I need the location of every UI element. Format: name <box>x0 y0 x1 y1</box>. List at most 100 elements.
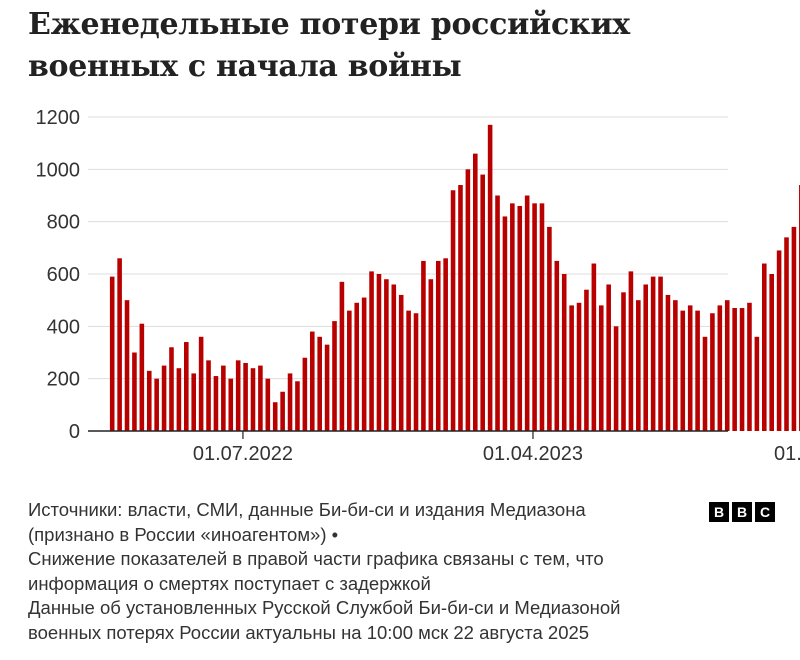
x-axis-ticks: 01.07.202201.04.202301.01.202401.10.2024… <box>193 431 800 465</box>
bar <box>710 313 715 431</box>
bar <box>665 294 671 431</box>
bar <box>628 271 634 431</box>
bar <box>524 195 530 431</box>
bar <box>680 310 686 431</box>
bar <box>413 313 419 431</box>
bar <box>265 378 271 431</box>
bar <box>309 331 315 431</box>
bar <box>636 300 641 431</box>
bar <box>650 276 656 431</box>
bar <box>658 276 663 431</box>
note-line-3: Данные об установленных Русской Службой … <box>28 597 621 619</box>
y-tick-label: 0 <box>69 421 80 443</box>
bar <box>109 276 115 431</box>
y-tick-label: 400 <box>47 316 80 338</box>
note-line-1: Снижение показателей в правой части граф… <box>28 548 604 570</box>
bar <box>776 250 782 431</box>
bar <box>376 274 382 431</box>
bar <box>621 292 626 431</box>
bar <box>154 378 159 431</box>
bar <box>235 360 241 431</box>
y-tick-label: 600 <box>47 264 80 286</box>
bar <box>643 284 649 431</box>
bar <box>547 226 552 431</box>
bar <box>258 365 263 431</box>
bar <box>702 336 708 431</box>
source-line-2: (признано в России «иноагентом») • <box>28 523 339 545</box>
note-line-2: информация о смертях поступает с задержк… <box>28 572 431 594</box>
bar <box>317 336 322 431</box>
bar <box>584 289 589 431</box>
bar <box>606 284 611 431</box>
bar <box>228 378 234 431</box>
bar <box>184 342 189 431</box>
bar <box>176 368 182 431</box>
bbc-logo-block: B <box>732 502 752 522</box>
bar <box>146 370 152 431</box>
bar <box>591 263 597 431</box>
bar <box>391 284 397 431</box>
note-line-4: военных потерях России актуальны на 10:0… <box>28 621 590 643</box>
bar <box>443 258 448 431</box>
bar <box>287 373 293 431</box>
bar <box>561 274 567 431</box>
bar <box>435 260 441 431</box>
bar <box>124 300 130 431</box>
bar <box>117 258 122 431</box>
bar <box>250 368 256 431</box>
bar <box>272 402 278 431</box>
bar <box>502 216 508 431</box>
bar <box>739 308 745 431</box>
bar <box>302 357 308 431</box>
bar <box>406 310 411 431</box>
bar <box>198 336 204 431</box>
bar <box>169 347 174 431</box>
bar <box>754 336 760 431</box>
bar <box>450 190 456 431</box>
x-tick-label: 01.04.2023 <box>483 443 583 465</box>
bar <box>495 195 500 431</box>
bar <box>784 237 789 431</box>
y-tick-label: 1200 <box>36 107 81 129</box>
bar <box>332 321 337 431</box>
bar <box>598 305 604 431</box>
x-tick-label: 01.07.2022 <box>193 443 293 465</box>
bbc-logo-block: B <box>709 502 729 522</box>
bar <box>532 203 537 431</box>
bbc-logo: B B C <box>709 502 775 522</box>
bar <box>747 302 752 431</box>
bar <box>369 271 374 431</box>
y-axis-ticks: 0 200 400 600 800 1000 1200 <box>36 107 81 443</box>
bar <box>361 297 367 431</box>
bar <box>428 279 434 431</box>
bar <box>324 344 330 431</box>
y-tick-label: 1000 <box>36 159 81 181</box>
chart-title: Еженедельные потери российских военных с… <box>28 7 630 84</box>
bar <box>569 305 574 431</box>
bar <box>398 294 404 431</box>
bar <box>510 203 515 431</box>
bar <box>554 260 560 431</box>
bar <box>465 169 471 431</box>
bar <box>695 310 700 431</box>
bar <box>473 153 478 431</box>
bar <box>724 300 730 431</box>
bar <box>791 226 797 431</box>
bar <box>347 310 352 431</box>
source-line-1: Источники: власти, СМИ, данные Би-би-си … <box>28 499 586 520</box>
bar <box>243 362 248 431</box>
bar <box>687 305 693 431</box>
bar <box>191 373 197 431</box>
bar <box>339 281 345 431</box>
bar <box>421 260 426 431</box>
bbc-logo-block: C <box>755 502 775 522</box>
bar <box>517 205 523 431</box>
bar <box>458 185 463 431</box>
x-tick-label: 01.01.2024 <box>774 443 800 465</box>
bar <box>213 376 219 431</box>
bar <box>673 300 678 431</box>
bar <box>732 308 737 431</box>
bar <box>539 203 545 431</box>
bar <box>480 174 485 431</box>
bar <box>132 352 137 431</box>
